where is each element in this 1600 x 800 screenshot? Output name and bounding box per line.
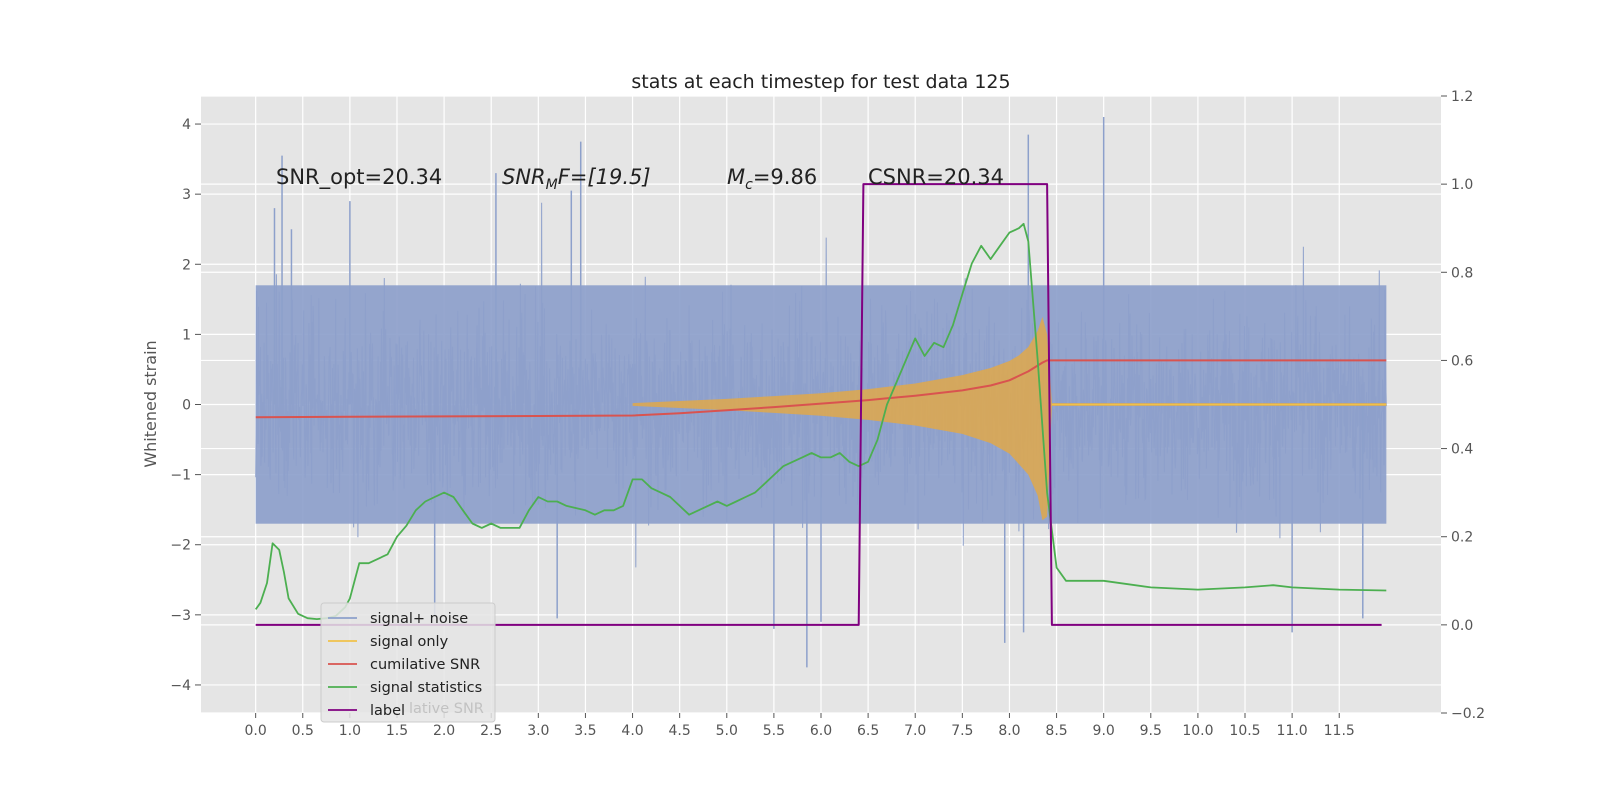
x-tick-label: 0.5 [292,723,314,739]
x-tick-label: 1.5 [386,723,408,739]
annotation-snr-mf: SNRMF=[19.5] [502,165,651,193]
y-left-tick-label: −1 [170,468,191,484]
y-right-tick-label: −0.2 [1451,706,1485,722]
annotation-mc-sub: c [745,177,753,193]
y-right-tick-label: 0.0 [1451,618,1473,634]
left-axis-ticks: 4 3 2 1 0 −1 −2 −3 −4 [170,117,201,694]
annotation-mc: Mc=9.86 [727,165,817,193]
y-left-tick-label: 1 [182,327,191,343]
y-left-tick-label: 0 [182,398,191,414]
x-tick-label: 9.0 [1093,723,1115,739]
y-right-tick-label: 1.2 [1451,89,1473,105]
legend-label: cumilative SNR [370,657,480,673]
x-tick-label: 4.0 [621,723,643,739]
x-tick-label: 8.5 [1045,723,1067,739]
y-left-tick-label: 3 [182,187,191,203]
legend-items: signal+ noise signal only cumilative SNR si… [328,611,482,719]
x-tick-label: 7.0 [904,723,926,739]
right-axis-ticks: 1.2 1.0 0.8 0.6 0.4 0.2 0.0 −0.2 [1441,89,1485,722]
x-tick-label: 11.0 [1277,723,1308,739]
series-cumulative-snr [255,359,1387,419]
x-tick-label: 0.0 [245,723,267,739]
annotation-snr-mf-sub: M [546,177,558,193]
y-right-tick-label: 0.2 [1451,530,1473,546]
x-tick-label: 6.5 [857,723,879,739]
annotation-snr-opt: SNR_opt=20.34 [276,165,442,190]
y-left-tick-label: −2 [170,538,191,554]
series-signal-statistics [254,222,1387,620]
y-axis-title: Whitened strain [141,340,160,467]
legend-label: signal+ noise [370,611,468,627]
x-tick-label: 3.5 [574,723,596,739]
series-label [255,183,1382,626]
series-signal-only [632,316,1387,521]
legend-label: signal only [370,634,449,650]
x-tick-label: 8.0 [998,723,1020,739]
x-tick-label: 10.5 [1229,723,1260,739]
annotation-csnr: CSNR=20.34 [868,165,1004,189]
annotation-snr-mf-rest: F=[19.5] [558,165,651,189]
legend-box [320,602,496,723]
annotation-snr-mf-base: SNR [502,165,546,189]
y-right-tick-label: 0.6 [1451,353,1473,369]
legend: lative SNR signal+ noise signal only cumil… [320,602,496,723]
x-tick-label: 11.5 [1324,723,1355,739]
y-right-tick-label: 0.8 [1451,265,1473,281]
y-left-tick-label: −3 [170,608,191,624]
x-tick-label: 4.5 [669,723,691,739]
x-tick-label: 10.0 [1182,723,1213,739]
chart-title: stats at each timestep for test data 125 [631,71,1010,93]
x-tick-label: 7.5 [951,723,973,739]
x-tick-label: 5.0 [716,723,738,739]
annotation-mc-base: M [727,165,745,189]
x-tick-label: 2.5 [480,723,502,739]
bottom-axis-ticks: 0.0 0.5 1.0 1.5 2.0 2.5 3.0 3.5 4.0 4.5 5.0 5.5 6.0 6… [245,713,1355,739]
y-left-tick-label: −4 [170,678,191,694]
legend-overlap-text: lative SNR [409,701,484,717]
y-right-tick-label: 0.4 [1451,442,1473,458]
legend-label: signal statistics [370,680,482,696]
data-layer [254,117,1387,668]
x-tick-label: 6.0 [810,723,832,739]
annotation-mc-rest: =9.86 [753,165,817,189]
x-tick-label: 9.5 [1140,723,1162,739]
x-tick-label: 5.5 [763,723,785,739]
y-right-tick-label: 1.0 [1451,177,1473,193]
x-tick-label: 2.0 [433,723,455,739]
x-tick-label: 1.0 [339,723,361,739]
y-left-tick-label: 2 [182,257,191,273]
legend-label: label [370,703,405,719]
annotations: SNR_opt=20.34 SNRMF=[19.5] Mc=9.86 CSNR=… [276,165,1004,193]
y-left-tick-label: 4 [182,117,191,133]
x-tick-label: 3.0 [527,723,549,739]
